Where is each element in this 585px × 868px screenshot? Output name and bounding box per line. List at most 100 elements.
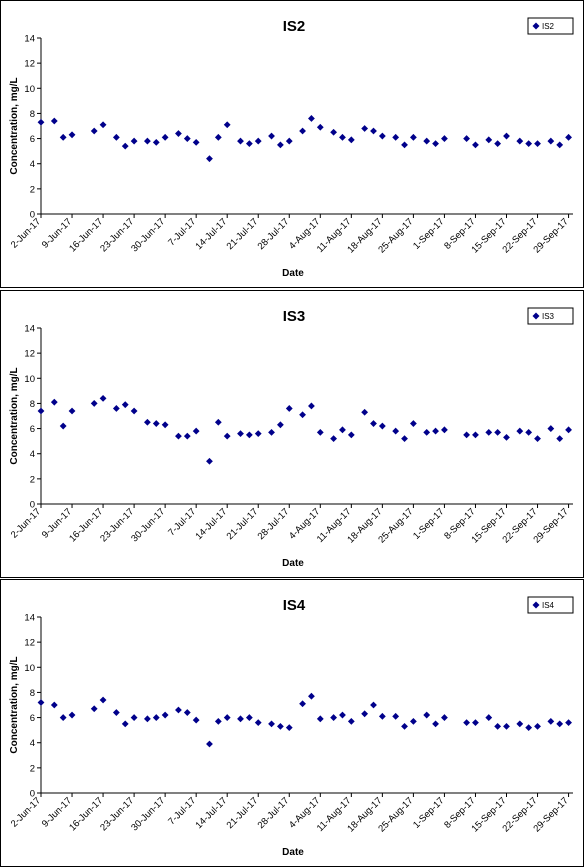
data-point xyxy=(99,696,107,704)
data-point xyxy=(441,426,448,434)
data-point xyxy=(516,427,524,435)
y-tick-label: 6 xyxy=(30,424,35,435)
data-point xyxy=(245,140,253,147)
data-point xyxy=(130,714,138,721)
legend-marker xyxy=(532,22,540,30)
data-point xyxy=(410,420,417,427)
data-point xyxy=(285,137,293,145)
data-point xyxy=(206,155,213,163)
y-tick-label: 8 xyxy=(30,688,35,699)
data-point xyxy=(254,430,262,437)
data-point xyxy=(50,398,58,406)
data-point xyxy=(214,418,222,426)
data-point xyxy=(361,125,369,132)
data-point xyxy=(330,435,337,443)
data-point xyxy=(423,711,431,719)
data-point xyxy=(223,432,231,440)
data-point xyxy=(59,714,67,721)
chart-panel-is4: IS4 0 2 4 6 8 10 12 14 2-Jun-17 9-Jun-17 16-Jun-17 2… xyxy=(0,579,584,867)
y-tick-label: 10 xyxy=(24,84,35,95)
y-tick-label: 0 xyxy=(30,210,35,221)
x-tick-label: 21-Jul-17 xyxy=(225,795,261,831)
data-point xyxy=(556,435,564,443)
data-point xyxy=(68,131,76,139)
data-point xyxy=(516,720,524,728)
data-point xyxy=(112,709,120,716)
data-point xyxy=(183,432,191,440)
y-tick-label: 2 xyxy=(30,474,35,485)
x-tick-label: 14-Jul-17 xyxy=(194,795,230,831)
data-point xyxy=(99,121,107,129)
data-point xyxy=(192,138,200,146)
data-point xyxy=(161,133,169,141)
data-point xyxy=(90,705,98,713)
data-point xyxy=(410,717,417,725)
y-tick-label: 2 xyxy=(30,763,35,774)
data-point xyxy=(50,701,58,709)
data-point xyxy=(121,142,129,150)
data-point xyxy=(547,137,555,145)
y-tick-label: 8 xyxy=(30,399,35,410)
y-tick-label: 2 xyxy=(30,184,35,195)
x-axis-label: Date xyxy=(282,847,304,858)
y-axis-label: Concentration, mg/L xyxy=(9,367,20,464)
data-point xyxy=(112,133,120,141)
y-tick-label: 10 xyxy=(24,374,35,385)
data-point xyxy=(441,135,448,142)
y-tick-label: 10 xyxy=(24,663,35,674)
data-point xyxy=(59,422,67,430)
data-point xyxy=(299,127,306,135)
data-point xyxy=(37,699,45,706)
data-point xyxy=(183,709,191,716)
data-point xyxy=(90,400,98,407)
x-tick-label: 14-Jul-17 xyxy=(194,506,230,542)
data-point xyxy=(525,140,533,147)
data-point xyxy=(268,132,275,140)
data-point xyxy=(161,711,169,719)
y-tick-label: 4 xyxy=(30,159,35,170)
data-point xyxy=(37,407,45,415)
data-point xyxy=(277,141,284,149)
data-point xyxy=(370,420,377,427)
chart-legend: IS4 xyxy=(527,596,574,614)
data-point xyxy=(37,118,45,126)
y-tick-label: 12 xyxy=(24,638,35,649)
chart-title: IS4 xyxy=(283,597,306,614)
data-point xyxy=(144,137,151,145)
data-point xyxy=(534,140,541,147)
legend-label: IS3 xyxy=(542,312,555,321)
data-point xyxy=(285,724,293,732)
data-point xyxy=(547,717,555,725)
data-point xyxy=(237,137,244,145)
chart-panel-is2: IS2 0 2 4 6 8 10 12 14 2-Jun-17 9-Jun-17 16-Jun-17 2… xyxy=(0,0,584,288)
legend-marker xyxy=(532,312,540,320)
chart-svg: IS3024681012142-Jun-179-Jun-1716-Jun-172… xyxy=(9,307,574,569)
data-point xyxy=(378,132,386,140)
data-point xyxy=(268,720,275,728)
data-point xyxy=(472,719,479,726)
data-point xyxy=(503,433,510,441)
data-point xyxy=(370,701,377,709)
data-point xyxy=(299,700,306,708)
data-point xyxy=(525,724,533,732)
data-point xyxy=(339,426,346,434)
data-point xyxy=(534,722,541,730)
data-point xyxy=(206,457,213,465)
data-point xyxy=(423,137,431,145)
data-point xyxy=(392,427,400,435)
data-point xyxy=(214,717,222,725)
data-point xyxy=(330,128,337,136)
data-point xyxy=(121,720,129,728)
data-point xyxy=(192,427,200,435)
data-point xyxy=(175,706,182,714)
data-point xyxy=(503,722,510,730)
data-point xyxy=(144,715,151,723)
data-point xyxy=(494,722,502,730)
y-tick-label: 12 xyxy=(24,59,35,70)
data-point xyxy=(410,133,417,141)
data-point xyxy=(316,428,324,436)
data-point xyxy=(472,431,479,439)
data-point xyxy=(130,407,138,415)
data-point xyxy=(494,140,502,147)
data-point xyxy=(378,422,386,430)
